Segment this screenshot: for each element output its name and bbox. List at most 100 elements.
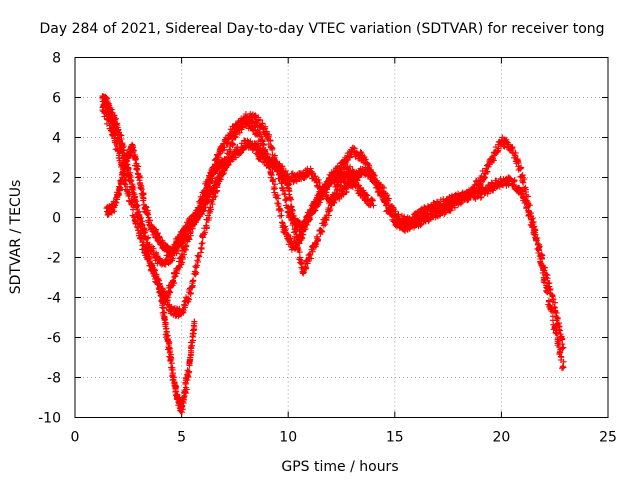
data-point bbox=[413, 214, 420, 221]
y-tick-label: 6 bbox=[52, 91, 61, 107]
data-point bbox=[189, 284, 196, 291]
data-point bbox=[402, 218, 409, 225]
data-point bbox=[135, 174, 142, 181]
data-point bbox=[210, 194, 217, 201]
y-tick-label: -8 bbox=[47, 371, 61, 387]
data-point bbox=[359, 190, 366, 197]
data-point bbox=[477, 178, 484, 185]
data-point bbox=[242, 140, 249, 147]
data-point bbox=[193, 214, 200, 221]
data-point bbox=[110, 204, 117, 211]
data-point bbox=[263, 130, 270, 137]
data-point bbox=[477, 190, 484, 197]
data-point bbox=[142, 250, 149, 257]
data-point bbox=[206, 178, 213, 185]
data-point bbox=[338, 190, 345, 197]
data-point bbox=[270, 178, 277, 185]
data-point bbox=[317, 190, 324, 197]
data-point bbox=[248, 122, 255, 129]
data-point bbox=[253, 114, 260, 121]
chart-title: Day 284 of 2021, Sidereal Day-to-day VTE… bbox=[39, 21, 604, 37]
data-point bbox=[165, 344, 172, 351]
data-point bbox=[99, 98, 106, 105]
data-point bbox=[310, 244, 317, 251]
data-point bbox=[212, 164, 219, 171]
data-point bbox=[157, 284, 164, 291]
data-point bbox=[227, 130, 234, 137]
data-point bbox=[99, 104, 106, 111]
y-tick-label: -10 bbox=[38, 411, 61, 427]
data-point bbox=[253, 150, 260, 157]
data-point bbox=[182, 384, 189, 391]
data-point bbox=[178, 310, 185, 317]
data-point bbox=[381, 190, 388, 197]
data-point bbox=[219, 160, 226, 167]
data-point bbox=[131, 214, 138, 221]
data-point bbox=[291, 226, 298, 233]
data-point bbox=[274, 164, 281, 171]
data-point bbox=[359, 154, 366, 161]
data-point bbox=[295, 174, 302, 181]
data-point bbox=[498, 178, 505, 185]
data-point bbox=[391, 210, 398, 217]
data-point bbox=[551, 304, 558, 311]
data-point bbox=[180, 230, 187, 237]
data-point bbox=[338, 162, 345, 169]
x-axis-label: GPS time / hours bbox=[281, 459, 398, 475]
data-point bbox=[216, 148, 223, 155]
data-point bbox=[519, 174, 526, 181]
data-point bbox=[142, 204, 149, 211]
data-point bbox=[161, 314, 168, 321]
data-point bbox=[161, 244, 168, 251]
series-layer bbox=[99, 93, 567, 416]
data-point bbox=[178, 406, 185, 413]
data-point bbox=[155, 234, 162, 241]
data-point bbox=[434, 202, 441, 209]
y-tick-label: -4 bbox=[47, 291, 61, 307]
x-tick-label: 10 bbox=[279, 430, 297, 446]
data-point bbox=[199, 204, 206, 211]
data-point bbox=[334, 182, 341, 189]
data-point bbox=[355, 174, 362, 181]
data-point bbox=[263, 158, 270, 165]
data-point bbox=[306, 168, 313, 175]
series-track-e bbox=[103, 141, 232, 260]
data-point bbox=[210, 184, 217, 191]
data-point bbox=[370, 174, 377, 181]
data-point bbox=[349, 178, 356, 185]
data-point bbox=[225, 156, 232, 163]
data-point bbox=[199, 234, 206, 241]
data-point bbox=[259, 138, 266, 145]
data-point bbox=[157, 260, 164, 267]
data-point bbox=[231, 134, 238, 141]
series-track-d bbox=[157, 284, 198, 416]
data-point bbox=[541, 264, 548, 271]
data-point bbox=[327, 178, 334, 185]
data-point bbox=[103, 208, 110, 215]
data-point bbox=[129, 144, 136, 151]
data-point bbox=[285, 182, 292, 189]
y-tick-label: -6 bbox=[47, 331, 61, 347]
data-point bbox=[148, 224, 155, 231]
data-point bbox=[170, 278, 177, 285]
x-tick-label: 15 bbox=[386, 430, 404, 446]
data-point bbox=[153, 274, 160, 281]
data-point bbox=[178, 254, 185, 261]
data-point bbox=[498, 138, 505, 145]
data-point bbox=[487, 158, 494, 165]
data-point bbox=[560, 344, 567, 351]
series-track-f bbox=[253, 146, 362, 277]
data-point bbox=[306, 210, 313, 217]
data-point bbox=[280, 224, 287, 231]
data-point bbox=[466, 192, 473, 199]
data-point bbox=[170, 374, 177, 381]
y-tick-label: 8 bbox=[52, 51, 61, 67]
data-point bbox=[300, 270, 307, 277]
data-point bbox=[167, 306, 174, 313]
data-point bbox=[231, 150, 238, 157]
data-point bbox=[116, 184, 123, 191]
y-tick-label: -2 bbox=[47, 251, 61, 267]
series-track-c bbox=[99, 103, 377, 305]
data-point bbox=[238, 118, 245, 125]
